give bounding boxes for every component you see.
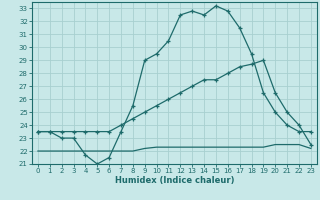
X-axis label: Humidex (Indice chaleur): Humidex (Indice chaleur) bbox=[115, 176, 234, 185]
